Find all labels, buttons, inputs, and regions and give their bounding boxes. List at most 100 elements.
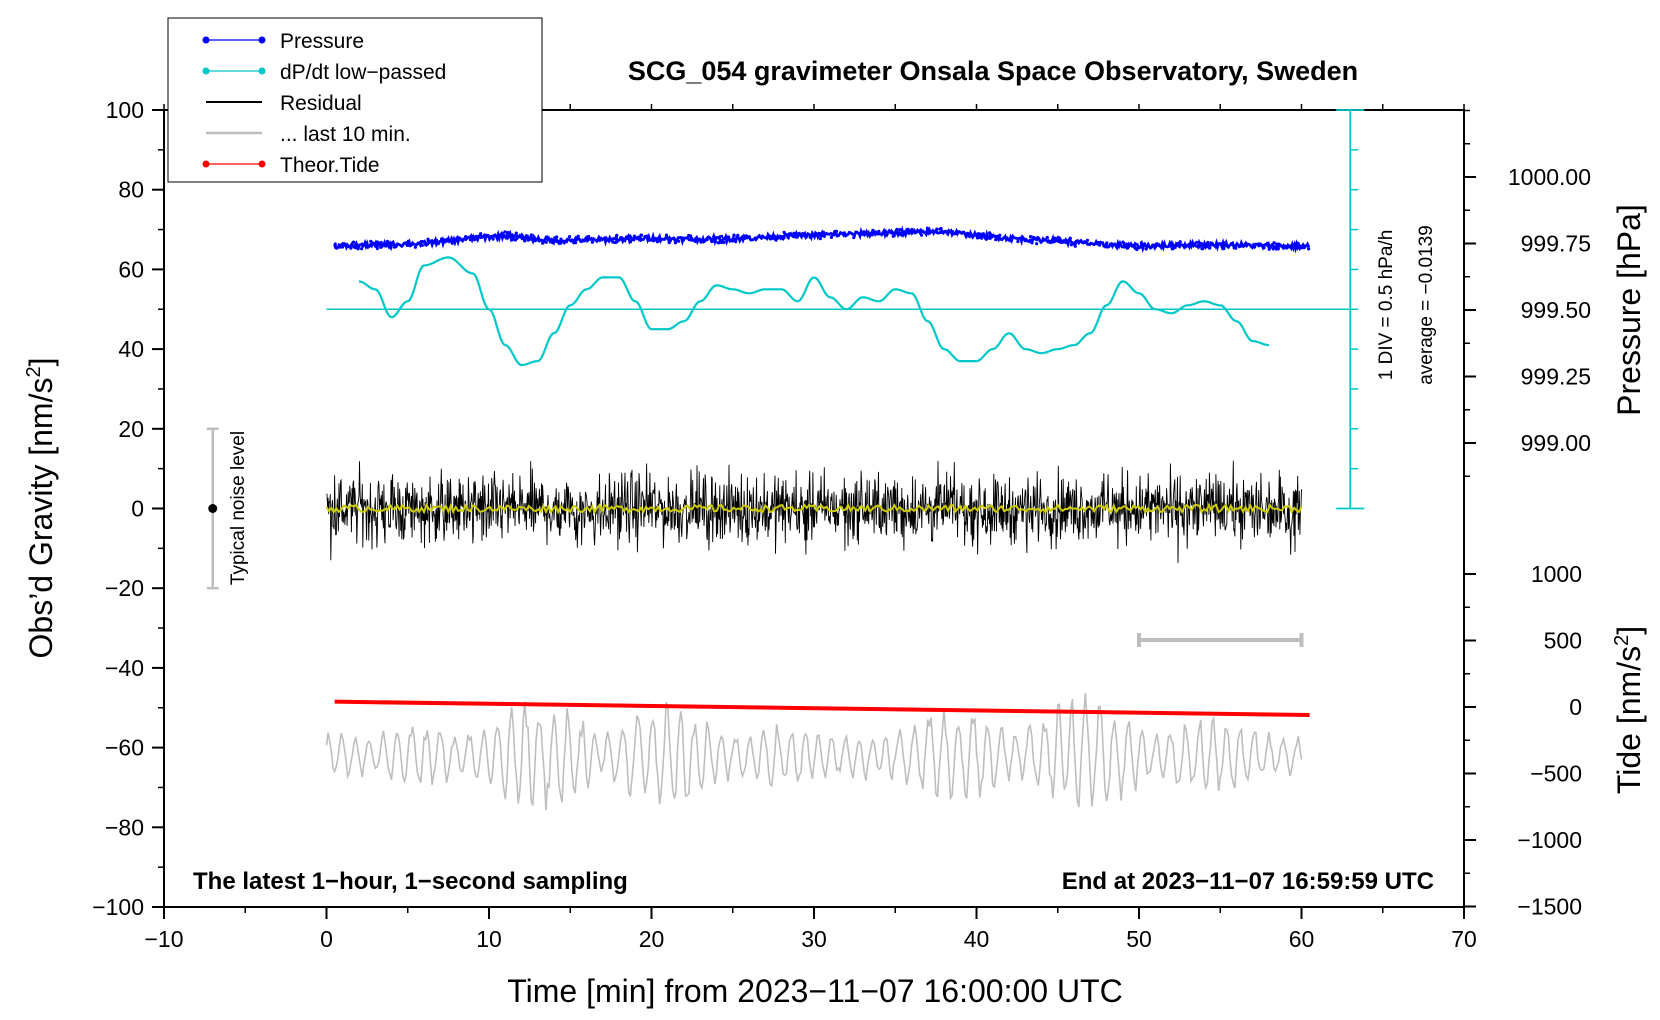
pressure-point xyxy=(475,234,479,239)
pressure-point xyxy=(978,232,982,236)
pressure-point xyxy=(864,232,868,236)
tide-series xyxy=(334,699,1310,717)
pressure-point xyxy=(1307,247,1311,251)
x-tick-label: 0 xyxy=(320,926,333,952)
dpdt-scale-bar xyxy=(1336,109,1365,510)
y-axis-tide-title: Tide [nm/s2] xyxy=(1611,626,1647,794)
pressure-point xyxy=(385,239,389,244)
pressure-point xyxy=(1104,245,1108,249)
pressure-point xyxy=(1299,246,1303,250)
pressure-point xyxy=(831,233,835,237)
x-tick-label: 30 xyxy=(801,926,827,952)
pressure-point xyxy=(424,243,428,247)
legend-swatch-dot xyxy=(202,36,210,44)
pressure-point xyxy=(920,233,924,237)
pressure-point xyxy=(1030,241,1034,245)
tide-tick-label: 1000 xyxy=(1531,561,1582,587)
pressure-point xyxy=(337,245,341,249)
pressure-point xyxy=(818,237,823,241)
y-tick-label: −40 xyxy=(105,655,144,681)
pressure-point xyxy=(1265,241,1269,245)
pressure-point xyxy=(585,238,590,243)
pressure-point xyxy=(871,228,875,232)
pressure-point xyxy=(1173,244,1177,248)
pressure-point xyxy=(842,231,846,235)
residual-line xyxy=(326,460,1302,563)
pressure-point xyxy=(464,235,468,239)
pressure-point xyxy=(773,234,777,238)
pressure-point xyxy=(727,235,731,239)
tide-tick-label: 500 xyxy=(1544,628,1582,654)
pressure-axis: 999.00 999.25 999.50 999.75 1000.00 xyxy=(1464,109,1591,477)
pressure-point xyxy=(1205,245,1209,249)
y-tick-label: 40 xyxy=(118,336,144,362)
pressure-point xyxy=(834,233,838,237)
pressure-point xyxy=(559,241,563,245)
pressure-point xyxy=(501,232,505,236)
pressure-point xyxy=(657,236,661,240)
pressure-point xyxy=(1257,242,1261,246)
pressure-point xyxy=(688,238,692,242)
pressure-point xyxy=(440,237,444,241)
y-tick-label: −60 xyxy=(105,735,144,761)
noise-level-indicator xyxy=(206,427,219,590)
pressure-point xyxy=(567,235,572,239)
pressure-point xyxy=(1024,239,1028,243)
pressure-point xyxy=(375,246,379,251)
pressure-point xyxy=(1058,237,1062,242)
tide-tick-label: −1500 xyxy=(1517,894,1582,920)
pressure-point xyxy=(803,234,807,238)
tide-tick-label: 0 xyxy=(1569,694,1582,720)
pressure-point xyxy=(555,240,559,244)
pressure-point xyxy=(988,231,992,235)
pressure-point xyxy=(770,234,774,238)
noise-center-dot xyxy=(208,504,218,513)
pressure-point xyxy=(1208,246,1212,250)
pressure-point xyxy=(1144,247,1148,251)
pressure-point xyxy=(795,235,799,239)
pressure-tick-label: 999.25 xyxy=(1521,364,1591,390)
legend-label: dP/dt low−passed xyxy=(280,61,446,84)
pressure-point xyxy=(900,232,904,236)
pressure-point xyxy=(375,240,379,244)
pressure-point xyxy=(1143,242,1147,246)
pressure-point xyxy=(472,237,476,241)
pressure-point xyxy=(630,237,635,242)
pressure-point xyxy=(925,226,930,230)
pressure-point xyxy=(511,237,515,241)
pressure-point xyxy=(713,238,717,242)
pressure-point xyxy=(1121,240,1125,244)
pressure-point xyxy=(767,234,771,238)
pressure-point xyxy=(890,231,894,235)
pressure-point xyxy=(744,234,749,238)
pressure-point xyxy=(705,237,709,242)
note-right: End at 2023−11−07 16:59:59 UTC xyxy=(1062,868,1434,895)
pressure-point xyxy=(550,240,555,245)
pressure-point xyxy=(658,238,662,243)
pressure-point xyxy=(1016,239,1020,244)
pressure-point xyxy=(782,230,786,234)
pressure-point xyxy=(1051,240,1055,244)
tide-tick-label: −500 xyxy=(1530,761,1582,787)
pressure-point xyxy=(872,231,876,235)
pressure-point xyxy=(984,237,988,241)
pressure-point xyxy=(503,230,507,234)
pressure-point xyxy=(1281,246,1285,250)
pressure-point xyxy=(625,235,629,239)
pressure-point xyxy=(389,246,393,250)
legend-label: Residual xyxy=(280,92,362,115)
dpdt-line xyxy=(358,256,1270,367)
pressure-point xyxy=(639,233,644,237)
legend-swatch-dot xyxy=(202,160,210,168)
pressure-point xyxy=(1170,247,1174,251)
last-10-min-scale-bar xyxy=(1137,633,1304,648)
pressure-point xyxy=(994,238,998,242)
pressure-series xyxy=(333,225,1311,254)
legend-label: Theor.Tide xyxy=(280,154,380,177)
legend: Pressure dP/dt low−passed Residual ... last… xyxy=(167,17,543,183)
pressure-point xyxy=(1206,240,1210,245)
x-tick-label: 20 xyxy=(639,926,665,952)
pressure-point xyxy=(1062,239,1066,243)
pressure-point xyxy=(1151,243,1155,247)
